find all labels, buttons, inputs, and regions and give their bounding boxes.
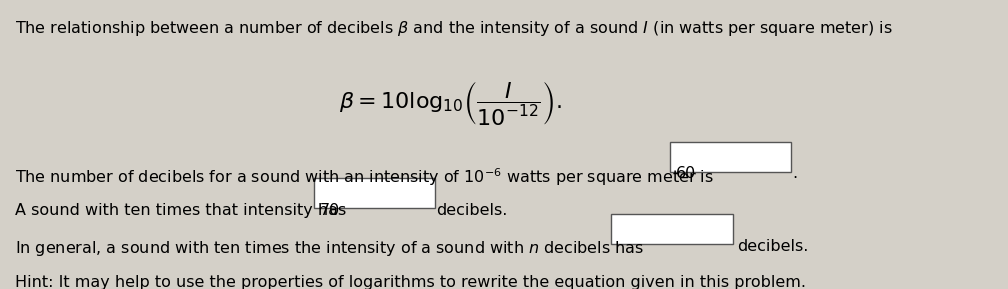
Text: decibels.: decibels. (737, 239, 808, 254)
Text: Hint: It may help to use the properties of logarithms to rewrite the equation gi: Hint: It may help to use the properties … (15, 275, 805, 289)
FancyBboxPatch shape (669, 142, 791, 172)
Text: In general, a sound with ten times the intensity of a sound with $n$ decibels ha: In general, a sound with ten times the i… (15, 239, 644, 257)
Text: 60: 60 (676, 166, 697, 181)
Text: A sound with ten times that intensity has: A sound with ten times that intensity ha… (15, 203, 346, 218)
Text: The relationship between a number of decibels $\beta$ and the intensity of a sou: The relationship between a number of dec… (15, 19, 892, 38)
Text: decibels.: decibels. (436, 203, 508, 218)
Text: .: . (792, 166, 797, 181)
FancyBboxPatch shape (313, 178, 434, 208)
Text: $\beta = 10\log_{10}\!\left(\dfrac{I}{10^{-12}}\right).$: $\beta = 10\log_{10}\!\left(\dfrac{I}{10… (339, 79, 561, 127)
Text: 70: 70 (320, 203, 340, 218)
Text: The number of decibels for a sound with an intensity of $10^{-6}$ watts per squa: The number of decibels for a sound with … (15, 166, 714, 188)
FancyBboxPatch shape (612, 214, 733, 244)
